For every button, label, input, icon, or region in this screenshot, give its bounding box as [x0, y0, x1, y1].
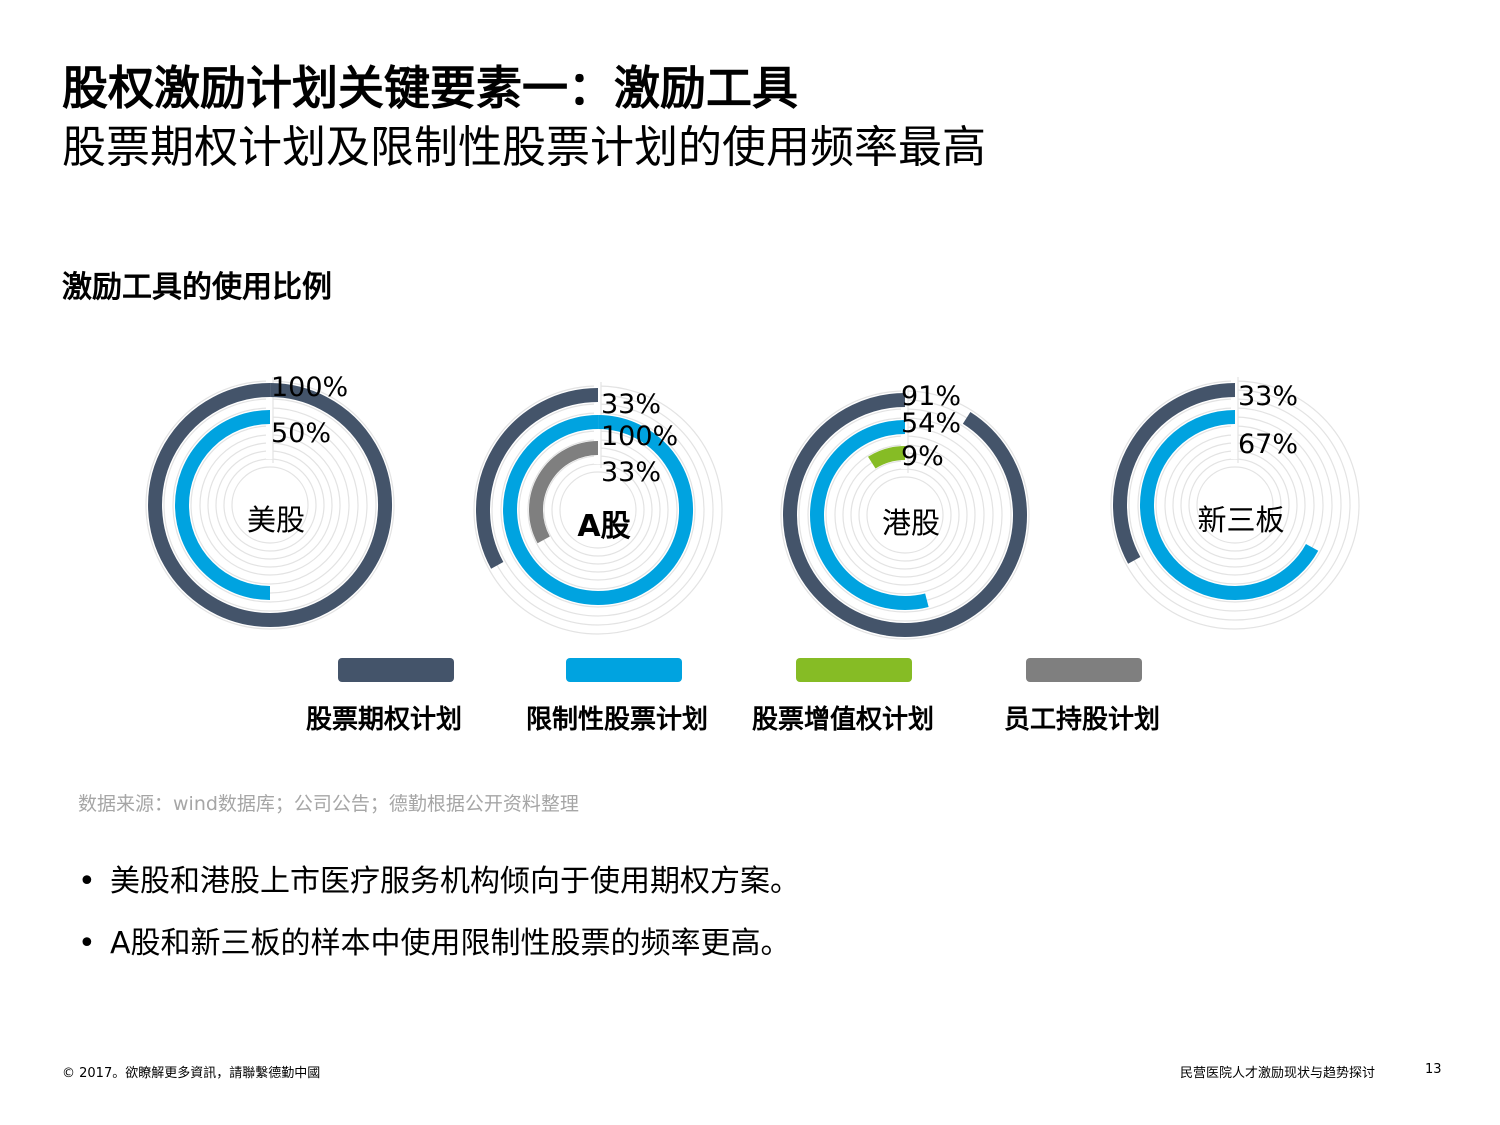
data-label-0-1: 50%	[271, 418, 331, 449]
page-subtitle: 股票期权计划及限制性股票计划的使用频率最高	[62, 122, 986, 173]
arc-2-0	[783, 393, 1027, 637]
legend-swatch-sar	[796, 658, 912, 682]
source-note: 数据来源：wind数据库；公司公告；德勤根据公开资料整理	[78, 793, 579, 815]
data-label-0-0: 100%	[271, 372, 348, 403]
data-label-2-1: 54%	[901, 408, 961, 439]
data-label-3-1: 67%	[1238, 429, 1298, 460]
legend-label-sar: 股票增值权计划	[752, 705, 935, 735]
arc-1-2	[529, 441, 599, 544]
bullet-item: • 美股和港股上市医疗服务机构倾向于使用期权方案。	[78, 862, 800, 902]
bullet-dot-icon: •	[78, 864, 96, 899]
market-label-2: 港股	[882, 506, 940, 540]
radial-chart-3: 33% 67% 新三板	[1110, 377, 1360, 630]
market-label-1: A股	[577, 509, 630, 544]
bullet-text: A股和新三板的样本中使用限制性股票的频率更高。	[110, 926, 791, 961]
arc-0-0	[148, 383, 393, 627]
legend-swatch-esop	[1026, 658, 1142, 682]
arc-3-0	[1113, 383, 1236, 564]
data-label-3-0: 33%	[1238, 381, 1298, 412]
radial-chart-1: 33%100%33%A股	[473, 382, 723, 635]
footer-report-title: 民营医院人才激励现状与趋势探讨	[1180, 1066, 1376, 1081]
arc-1-1	[503, 415, 694, 605]
bullet-list: • 美股和港股上市医疗服务机构倾向于使用期权方案。 • A股和新三板的样本中使用限制…	[78, 862, 800, 986]
legend-swatch-restricted-stock	[566, 658, 682, 682]
radial-chart-2: 91%54%9% 港股	[780, 381, 1030, 640]
page-number: 13	[1425, 1062, 1442, 1077]
footer-copyright: © 2017。欲瞭解更多資訊，請聯繫德勤中國	[62, 1066, 321, 1081]
legend-label-stock-option: 股票期权计划	[306, 705, 463, 735]
legend-swatch-stock-option	[338, 658, 454, 682]
arc-2-1	[810, 420, 929, 610]
legend-label-restricted-stock: 限制性股票计划	[526, 705, 709, 735]
ring-track	[559, 471, 637, 549]
arc-3-1	[1139, 410, 1319, 600]
bullet-item: • A股和新三板的样本中使用限制性股票的频率更高。	[78, 924, 800, 964]
data-label-2-0: 91%	[901, 381, 961, 412]
chart-section-title: 激励工具的使用比例	[62, 270, 332, 305]
bullet-text: 美股和港股上市医疗服务机构倾向于使用期权方案。	[110, 864, 800, 899]
page-title: 股权激励计划关键要素一：激励工具	[62, 61, 798, 115]
ring-track	[1196, 466, 1274, 544]
data-label-1-1: 100%	[601, 421, 678, 452]
data-label-1-0: 33%	[601, 389, 661, 420]
ring-track	[866, 476, 944, 554]
bullet-dot-icon: •	[78, 926, 96, 961]
ring-track	[231, 466, 309, 544]
arc-2-2	[868, 446, 906, 469]
market-label-3: 新三板	[1197, 503, 1284, 537]
radial-chart-0: 100% 50% 美股	[145, 372, 395, 630]
legend-label-esop: 员工持股计划	[1004, 705, 1161, 735]
arc-0-1	[175, 410, 271, 600]
data-label-2-2: 9%	[901, 441, 944, 472]
market-label-0: 美股	[247, 503, 305, 537]
data-label-1-2: 33%	[601, 457, 661, 488]
arc-1-0	[476, 388, 599, 569]
